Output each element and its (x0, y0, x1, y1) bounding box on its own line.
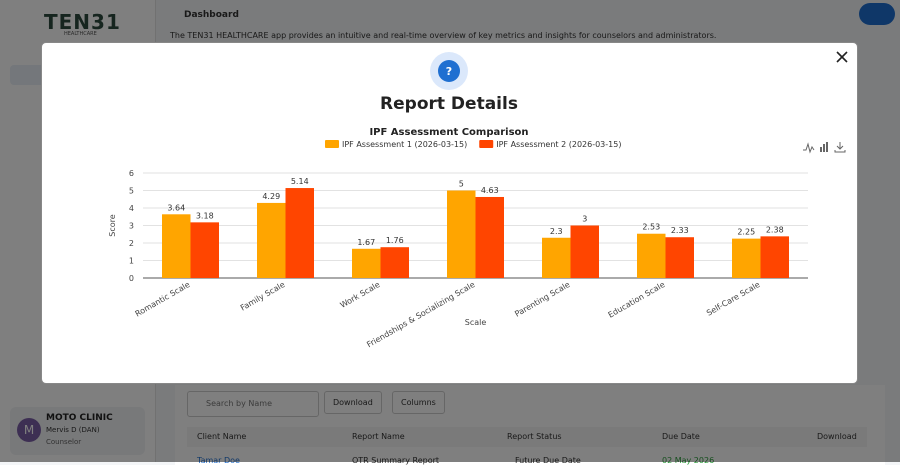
legend-label: IPF Assessment 1 (2026-03-15) (342, 140, 467, 149)
y-tick-label: 6 (129, 169, 134, 178)
data-label: 1.67 (357, 238, 375, 247)
data-label: 5 (459, 180, 464, 189)
x-tick-label: Self-Care Scale (705, 280, 762, 318)
download-icon[interactable] (834, 142, 846, 153)
data-label: 2.33 (671, 226, 689, 235)
bar (475, 196, 504, 278)
legend-swatch (479, 140, 494, 148)
data-label: 4.63 (481, 186, 499, 195)
y-tick-label: 2 (129, 239, 134, 248)
y-tick-label: 3 (129, 222, 134, 231)
data-label: 2.25 (737, 228, 755, 237)
data-label: 2.38 (766, 225, 784, 234)
bar (732, 238, 761, 278)
data-label: 3 (582, 215, 587, 224)
bar (257, 202, 286, 278)
bar (760, 236, 789, 278)
x-axis-label: Scale (465, 318, 487, 327)
icon-glyph: ? (446, 65, 452, 78)
data-label: 3.18 (196, 211, 214, 220)
bar (637, 233, 666, 278)
bar (447, 190, 476, 278)
y-tick-label: 0 (129, 274, 134, 283)
data-label: 1.76 (386, 236, 404, 245)
data-label: 2.3 (550, 227, 563, 236)
y-tick-label: 4 (129, 204, 134, 213)
bar (570, 225, 599, 278)
icon (438, 60, 460, 82)
bar (665, 237, 694, 278)
x-tick-label: Work Scale (339, 280, 382, 310)
data-label: 2.53 (642, 223, 660, 232)
bar (352, 248, 381, 278)
bar (162, 214, 191, 278)
data-label: 4.29 (262, 192, 280, 201)
y-tick-label: 5 (129, 187, 134, 196)
y-axis-label: Score (108, 214, 117, 236)
modal-title: Report Details (380, 94, 518, 114)
line-toggle[interactable] (803, 142, 815, 154)
chart: 0 1 2 3 4 5 6 Score Scale IPF Assessment 1 (2026-… (108, 140, 808, 349)
data-label: 5.14 (291, 177, 309, 186)
x-tick-label: Education Scale (607, 280, 667, 320)
bar (542, 237, 571, 278)
bar-toggle[interactable] (820, 142, 828, 152)
bar (285, 188, 314, 278)
legend-swatch (325, 140, 339, 148)
data-label: 3.64 (167, 203, 185, 212)
close-button[interactable] (836, 51, 848, 63)
bar (380, 247, 409, 278)
bar (190, 222, 219, 278)
x-tick-label: Parenting Scale (513, 280, 571, 319)
x-tick-label: Family Scale (239, 280, 287, 313)
x-tick-label: Romantic Scale (134, 280, 192, 319)
chart-title: IPF Assessment Comparison (369, 127, 528, 138)
legend-label: IPF Assessment 2 (2026-03-15) (496, 140, 621, 149)
y-tick-label: 1 (129, 257, 134, 266)
x-tick-label: Friendships & Socializing Scale (365, 280, 476, 349)
